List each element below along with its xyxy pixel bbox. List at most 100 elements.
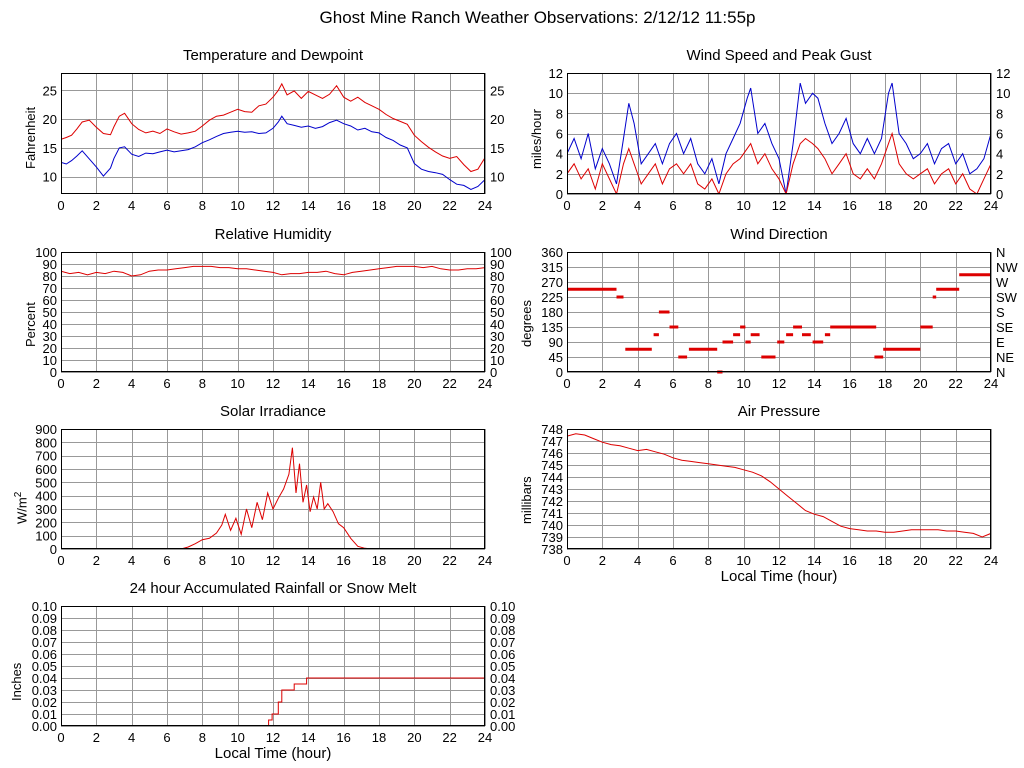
x-tick-label: 18 — [878, 198, 892, 213]
y-right-tick-label: 0.01 — [490, 707, 515, 722]
y-right-tick-label: 4 — [996, 147, 1003, 162]
x-tick-label: 12 — [266, 198, 280, 213]
x-tick-label: 22 — [442, 376, 456, 391]
y-tick-label: 0.00 — [32, 719, 57, 734]
y-tick-label: 742 — [541, 494, 563, 509]
y-right-tick-label: 0.00 — [490, 719, 515, 734]
y-tick-label: 10 — [43, 353, 57, 368]
y-tick-label: 100 — [35, 529, 57, 544]
y-tick-label: 743 — [541, 482, 563, 497]
y-tick-label: 30 — [43, 329, 57, 344]
y-right-tick-label: 80 — [490, 269, 504, 284]
y-right-tick-label: 0.06 — [490, 647, 515, 662]
x-tick-label: 18 — [372, 553, 386, 568]
y-tick-label: 0.01 — [32, 707, 57, 722]
x-tick-label: 14 — [807, 376, 821, 391]
y-right-tick-label: 0.05 — [490, 659, 515, 674]
solar-chart-title: Solar Irradiance — [220, 403, 326, 420]
y-tick-label: 0.06 — [32, 647, 57, 662]
pressure-y-axis-label: millibars — [519, 476, 534, 524]
x-tick-label: 18 — [878, 553, 892, 568]
y-tick-label: 0.04 — [32, 671, 57, 686]
y-tick-label: 20 — [43, 112, 57, 127]
x-tick-label: 16 — [842, 376, 856, 391]
x-tick-label: 20 — [407, 198, 421, 213]
y-tick-label: 0.03 — [32, 683, 57, 698]
y-right-tick-label: 60 — [490, 293, 504, 308]
y-right-tick-label: 0.10 — [490, 599, 515, 614]
x-tick-label: 4 — [128, 730, 135, 745]
y-right-tick-label: 20 — [490, 112, 504, 127]
temp-series-line-1 — [61, 115, 485, 190]
humidity-frame — [61, 252, 485, 372]
y-tick-label: 740 — [541, 518, 563, 533]
y-right-tick-label: 10 — [490, 353, 504, 368]
x-tick-label: 22 — [442, 198, 456, 213]
y-tick-label: 90 — [549, 335, 563, 350]
x-tick-label: 6 — [669, 553, 676, 568]
y-tick-label: 0.08 — [32, 623, 57, 638]
y-right-tick-label: W — [996, 275, 1009, 290]
x-tick-label: 12 — [772, 376, 786, 391]
y-tick-label: 8 — [556, 106, 563, 121]
solar-y-axis-label: W/m2 — [13, 491, 30, 524]
x-tick-label: 4 — [634, 376, 641, 391]
y-tick-label: 748 — [541, 422, 563, 437]
y-tick-label: 0 — [50, 365, 57, 380]
pressure-chart-title: Air Pressure — [737, 403, 821, 420]
x-tick-label: 8 — [705, 376, 712, 391]
y-right-tick-label: SW — [996, 290, 1018, 305]
y-tick-label: 25 — [43, 83, 57, 98]
solar-series-line-0 — [61, 447, 485, 549]
y-tick-label: 0.10 — [32, 599, 57, 614]
rain-plot: 0 2 4 6 8 10 12 14 16 18 20 22 240.00 0.000.01 0.010.0… — [32, 599, 516, 745]
y-right-tick-label: 0.04 — [490, 671, 515, 686]
y-tick-label: 80 — [43, 269, 57, 284]
x-tick-label: 0 — [57, 376, 64, 391]
x-tick-label: 10 — [230, 553, 244, 568]
y-right-tick-label: 100 — [490, 245, 512, 260]
y-right-tick-label: 20 — [490, 341, 504, 356]
x-tick-label: 24 — [984, 553, 998, 568]
y-right-tick-label: 25 — [490, 83, 504, 98]
x-tick-label: 22 — [948, 553, 962, 568]
x-tick-label: 14 — [301, 376, 315, 391]
x-tick-label: 12 — [772, 553, 786, 568]
x-tick-label: 4 — [128, 553, 135, 568]
x-tick-label: 2 — [599, 376, 606, 391]
x-tick-label: 12 — [266, 376, 280, 391]
wind-series-line-1 — [567, 131, 991, 194]
x-tick-label: 2 — [599, 553, 606, 568]
solar-frame — [61, 429, 485, 549]
x-tick-label: 6 — [163, 198, 170, 213]
x-tick-label: 16 — [336, 376, 350, 391]
y-right-tick-label: 0.07 — [490, 635, 515, 650]
pressure-frame — [567, 429, 991, 549]
x-tick-label: 6 — [163, 730, 170, 745]
x-tick-label: 14 — [301, 553, 315, 568]
x-tick-label: 10 — [230, 198, 244, 213]
x-tick-label: 0 — [57, 553, 64, 568]
rain-series-line-0 — [61, 677, 485, 726]
y-tick-label: 135 — [541, 320, 563, 335]
x-tick-label: 6 — [669, 376, 676, 391]
y-tick-label: 0.09 — [32, 611, 57, 626]
y-tick-label: 746 — [541, 446, 563, 461]
x-tick-label: 20 — [913, 553, 927, 568]
x-tick-label: 20 — [407, 553, 421, 568]
x-tick-label: 24 — [984, 376, 998, 391]
x-tick-label: 22 — [948, 198, 962, 213]
x-tick-label: 8 — [705, 553, 712, 568]
x-tick-label: 12 — [772, 198, 786, 213]
x-tick-label: 10 — [230, 730, 244, 745]
y-tick-label: 40 — [43, 317, 57, 332]
y-tick-label: 10 — [549, 86, 563, 101]
y-tick-label: 738 — [541, 542, 563, 557]
y-right-tick-label: 2 — [996, 167, 1003, 182]
y-tick-label: 739 — [541, 530, 563, 545]
x-tick-label: 16 — [336, 198, 350, 213]
y-tick-label: 180 — [541, 305, 563, 320]
y-tick-label: 4 — [556, 147, 563, 162]
x-tick-label: 8 — [199, 730, 206, 745]
y-right-tick-label: 0 — [490, 365, 497, 380]
